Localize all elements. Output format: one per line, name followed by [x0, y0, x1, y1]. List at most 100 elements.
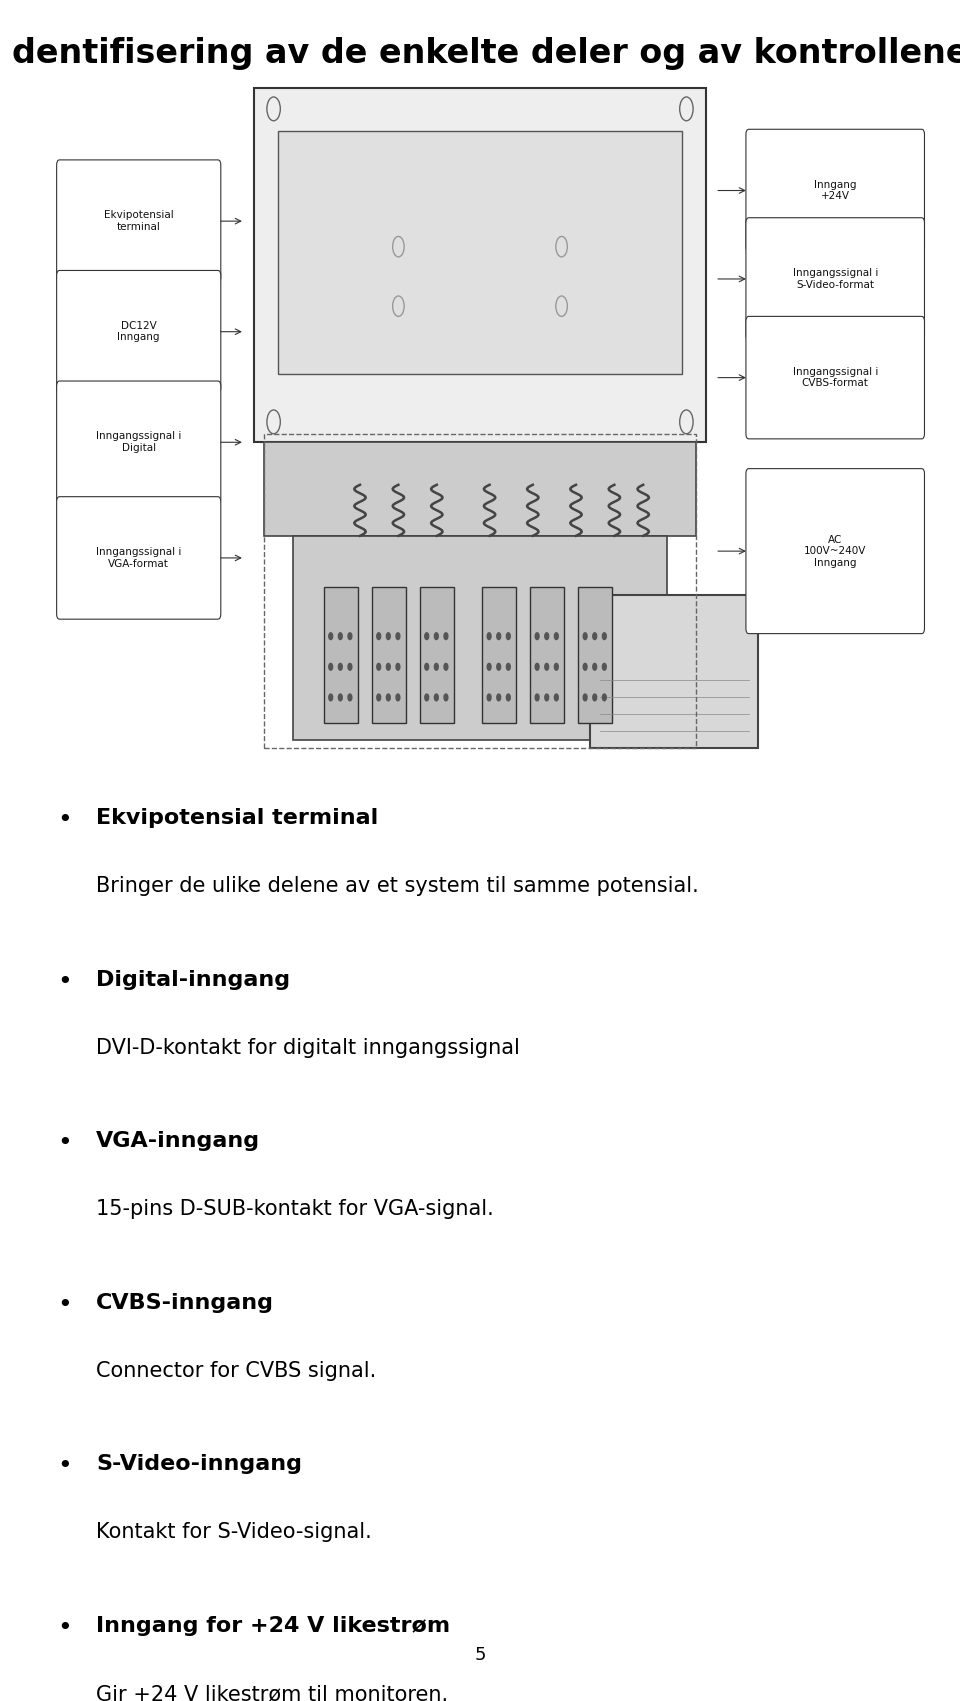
Circle shape	[348, 633, 352, 640]
Bar	[483, 587, 516, 723]
Bar	[324, 587, 357, 723]
FancyBboxPatch shape	[746, 218, 924, 340]
Text: Digital-inngang: Digital-inngang	[96, 970, 290, 990]
Text: Connector for CVBS signal.: Connector for CVBS signal.	[96, 1361, 376, 1381]
Bar	[264, 442, 696, 536]
Text: •: •	[58, 1454, 72, 1478]
Text: Inngangssignal i
CVBS-format: Inngangssignal i CVBS-format	[793, 367, 877, 388]
FancyBboxPatch shape	[57, 270, 221, 393]
Circle shape	[536, 694, 540, 701]
Circle shape	[328, 694, 332, 701]
Text: S-Video-inngang: S-Video-inngang	[96, 1454, 302, 1475]
Circle shape	[593, 633, 596, 640]
Circle shape	[584, 663, 587, 670]
Circle shape	[488, 633, 492, 640]
Text: Inngangssignal i
S-Video-format: Inngangssignal i S-Video-format	[793, 269, 877, 289]
Circle shape	[434, 663, 438, 670]
Text: Ekvipotensial terminal: Ekvipotensial terminal	[96, 808, 378, 828]
Circle shape	[603, 694, 607, 701]
Circle shape	[555, 633, 559, 640]
Circle shape	[497, 694, 501, 701]
Circle shape	[396, 694, 400, 701]
Circle shape	[584, 694, 587, 701]
Circle shape	[497, 663, 501, 670]
Circle shape	[555, 694, 559, 701]
Circle shape	[328, 663, 332, 670]
Circle shape	[507, 663, 511, 670]
Circle shape	[584, 633, 587, 640]
Text: DC12V
Inngang: DC12V Inngang	[117, 321, 160, 342]
Circle shape	[444, 694, 447, 701]
Circle shape	[338, 694, 342, 701]
FancyBboxPatch shape	[57, 381, 221, 503]
Bar	[530, 587, 564, 723]
Circle shape	[338, 633, 342, 640]
Circle shape	[555, 663, 559, 670]
Bar	[578, 587, 612, 723]
Bar	[264, 434, 696, 748]
Circle shape	[603, 633, 607, 640]
Text: Inngangssignal i
VGA-format: Inngangssignal i VGA-format	[96, 548, 181, 568]
Circle shape	[328, 633, 332, 640]
Circle shape	[488, 663, 492, 670]
Bar	[293, 536, 667, 740]
Circle shape	[444, 663, 447, 670]
Text: DVI-D-kontakt for digitalt inngangssignal: DVI-D-kontakt for digitalt inngangssigna…	[96, 1038, 520, 1058]
Circle shape	[348, 663, 352, 670]
Circle shape	[536, 663, 540, 670]
Circle shape	[507, 694, 511, 701]
Text: Gir +24 V likestrøm til monitoren.: Gir +24 V likestrøm til monitoren.	[96, 1684, 448, 1701]
Circle shape	[593, 694, 596, 701]
FancyBboxPatch shape	[57, 160, 221, 282]
Circle shape	[386, 663, 391, 670]
Circle shape	[424, 694, 429, 701]
Circle shape	[603, 663, 607, 670]
Bar	[372, 587, 405, 723]
Circle shape	[545, 663, 549, 670]
Circle shape	[593, 663, 596, 670]
Text: •: •	[58, 1616, 72, 1640]
Circle shape	[545, 633, 549, 640]
Circle shape	[488, 694, 492, 701]
Text: Kontakt for S-Video-signal.: Kontakt for S-Video-signal.	[96, 1522, 372, 1543]
Text: CVBS-inngang: CVBS-inngang	[96, 1293, 274, 1313]
Circle shape	[338, 663, 342, 670]
Circle shape	[424, 663, 429, 670]
Text: Inngang for +24 V likestrøm: Inngang for +24 V likestrøm	[96, 1616, 450, 1636]
Circle shape	[424, 633, 429, 640]
Text: Bringer de ulike delene av et system til samme potensial.: Bringer de ulike delene av et system til…	[96, 876, 699, 896]
Circle shape	[434, 694, 438, 701]
Text: •: •	[58, 1293, 72, 1317]
FancyBboxPatch shape	[746, 469, 924, 633]
Circle shape	[396, 633, 400, 640]
Bar	[278, 131, 682, 374]
Text: VGA-inngang: VGA-inngang	[96, 1131, 260, 1152]
Text: Ekvipotensial
terminal: Ekvipotensial terminal	[104, 211, 174, 231]
Text: AC
100V~240V
Inngang: AC 100V~240V Inngang	[804, 534, 866, 568]
Text: •: •	[58, 970, 72, 993]
Circle shape	[386, 633, 391, 640]
Circle shape	[434, 633, 438, 640]
Circle shape	[376, 633, 380, 640]
Bar	[590, 595, 758, 748]
Circle shape	[376, 663, 380, 670]
FancyBboxPatch shape	[746, 316, 924, 439]
Text: 15-pins D-SUB-kontakt for VGA-signal.: 15-pins D-SUB-kontakt for VGA-signal.	[96, 1199, 493, 1220]
Circle shape	[376, 694, 380, 701]
Text: Inngangssignal i
Digital: Inngangssignal i Digital	[96, 432, 181, 452]
Text: dentifisering av de enkelte deler og av kontrollene: dentifisering av de enkelte deler og av …	[12, 37, 960, 70]
Circle shape	[396, 663, 400, 670]
Circle shape	[348, 694, 352, 701]
Circle shape	[536, 633, 540, 640]
Text: 5: 5	[474, 1645, 486, 1664]
FancyBboxPatch shape	[57, 497, 221, 619]
Circle shape	[386, 694, 391, 701]
Circle shape	[507, 633, 511, 640]
Bar	[420, 587, 454, 723]
Text: •: •	[58, 808, 72, 832]
Text: Inngang
+24V: Inngang +24V	[814, 180, 856, 201]
Circle shape	[444, 633, 447, 640]
Circle shape	[545, 694, 549, 701]
Bar	[254, 88, 706, 442]
Text: •: •	[58, 1131, 72, 1155]
